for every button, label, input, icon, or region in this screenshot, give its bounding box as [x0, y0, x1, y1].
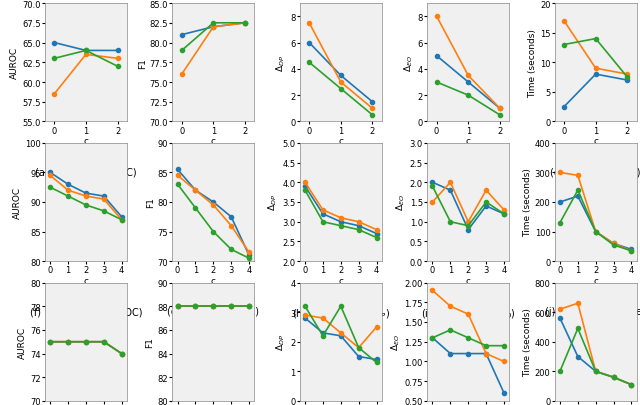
X-axis label: c: c — [339, 276, 343, 285]
Y-axis label: Time (seconds): Time (seconds) — [523, 307, 532, 376]
Text: (b) German (F1): (b) German (F1) — [174, 167, 253, 177]
Text: (f) Recidivism (AUROC): (f) Recidivism (AUROC) — [29, 307, 142, 316]
Y-axis label: Time (seconds): Time (seconds) — [523, 168, 532, 237]
Y-axis label: F1: F1 — [146, 197, 155, 208]
Text: (e) German (Time): (e) German (Time) — [550, 167, 640, 177]
Text: (h) Recidivism ($\Delta_{DP}$): (h) Recidivism ($\Delta_{DP}$) — [292, 307, 390, 320]
X-axis label: c: c — [211, 276, 216, 285]
Y-axis label: $\Delta_{DP}$: $\Delta_{DP}$ — [275, 55, 287, 72]
Y-axis label: $\Delta_{EO}$: $\Delta_{EO}$ — [394, 194, 407, 211]
Text: (i) Recidivism ($\Delta_{EO}$): (i) Recidivism ($\Delta_{EO}$) — [421, 307, 516, 320]
Y-axis label: AUROC: AUROC — [10, 47, 19, 79]
Y-axis label: $\Delta_{EO}$: $\Delta_{EO}$ — [389, 333, 402, 350]
X-axis label: c: c — [466, 276, 471, 285]
Text: (a) German (AUROC): (a) German (AUROC) — [35, 167, 137, 177]
Text: (j) Recidivism (Time): (j) Recidivism (Time) — [545, 307, 640, 316]
X-axis label: c: c — [593, 276, 598, 285]
Y-axis label: $\Delta_{EO}$: $\Delta_{EO}$ — [403, 55, 415, 72]
X-axis label: c: c — [593, 137, 598, 146]
Y-axis label: AUROC: AUROC — [18, 326, 27, 358]
Y-axis label: F1: F1 — [145, 337, 154, 347]
Text: (g) Recidivism (F1): (g) Recidivism (F1) — [167, 307, 259, 316]
Y-axis label: F1: F1 — [138, 58, 147, 68]
Text: (c) German ($\Delta_{DP}$): (c) German ($\Delta_{DP}$) — [299, 167, 383, 181]
X-axis label: c: c — [339, 137, 343, 146]
X-axis label: c: c — [83, 137, 88, 146]
Text: (d) German ($\Delta_{EO}$): (d) German ($\Delta_{EO}$) — [426, 167, 511, 181]
X-axis label: c: c — [211, 137, 216, 146]
Y-axis label: $\Delta_{DP}$: $\Delta_{DP}$ — [267, 194, 280, 211]
X-axis label: c: c — [466, 137, 471, 146]
Y-axis label: AUROC: AUROC — [13, 186, 22, 219]
Y-axis label: Time (seconds): Time (seconds) — [528, 29, 537, 98]
Y-axis label: $\Delta_{DP}$: $\Delta_{DP}$ — [275, 333, 287, 350]
X-axis label: c: c — [83, 276, 88, 285]
